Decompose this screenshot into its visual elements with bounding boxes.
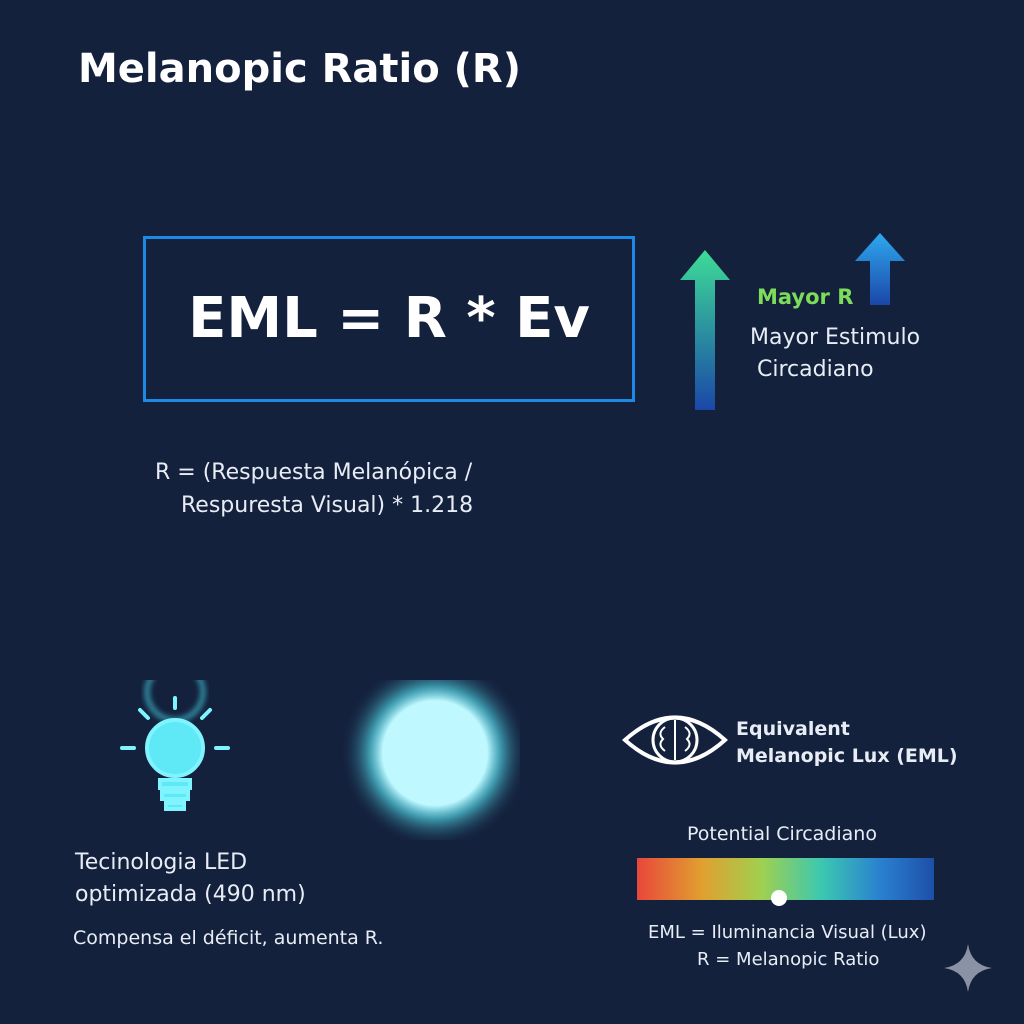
footnote: EML = Iluminancia Visual (Lux) [648, 922, 927, 943]
led-line: optimizada (490 nm) [75, 882, 306, 907]
title: Melanopic Ratio (R) [78, 46, 521, 92]
indicator-label: Mayor R [757, 285, 854, 309]
led-icons [120, 680, 520, 840]
eye-line: Equivalent [736, 718, 850, 740]
indicator-line: Mayor Estimulo [750, 325, 921, 350]
scale-title: Potential Circadiano [687, 823, 877, 845]
sparkle [944, 944, 992, 992]
formula: EML = R * Ev [188, 286, 590, 351]
formula-box [143, 236, 635, 402]
arrow-up-small [855, 233, 905, 305]
footnote: R = Melanopic Ratio [697, 949, 880, 970]
arrows [680, 233, 905, 410]
eye-icon [622, 715, 728, 765]
scale-marker [771, 890, 787, 906]
eye-line: Melanopic Lux (EML) [736, 745, 958, 767]
r-definition: Respuresta Visual) * 1.218 [181, 493, 474, 518]
led-caption: Compensa el déficit, aumenta R. [73, 927, 384, 949]
indicator-line: Circadiano [757, 357, 874, 382]
arrow-up [680, 250, 730, 410]
led-line: Tecinologia LED [75, 850, 248, 875]
r-definition: R = (Respuesta Melanópica / [155, 460, 473, 485]
